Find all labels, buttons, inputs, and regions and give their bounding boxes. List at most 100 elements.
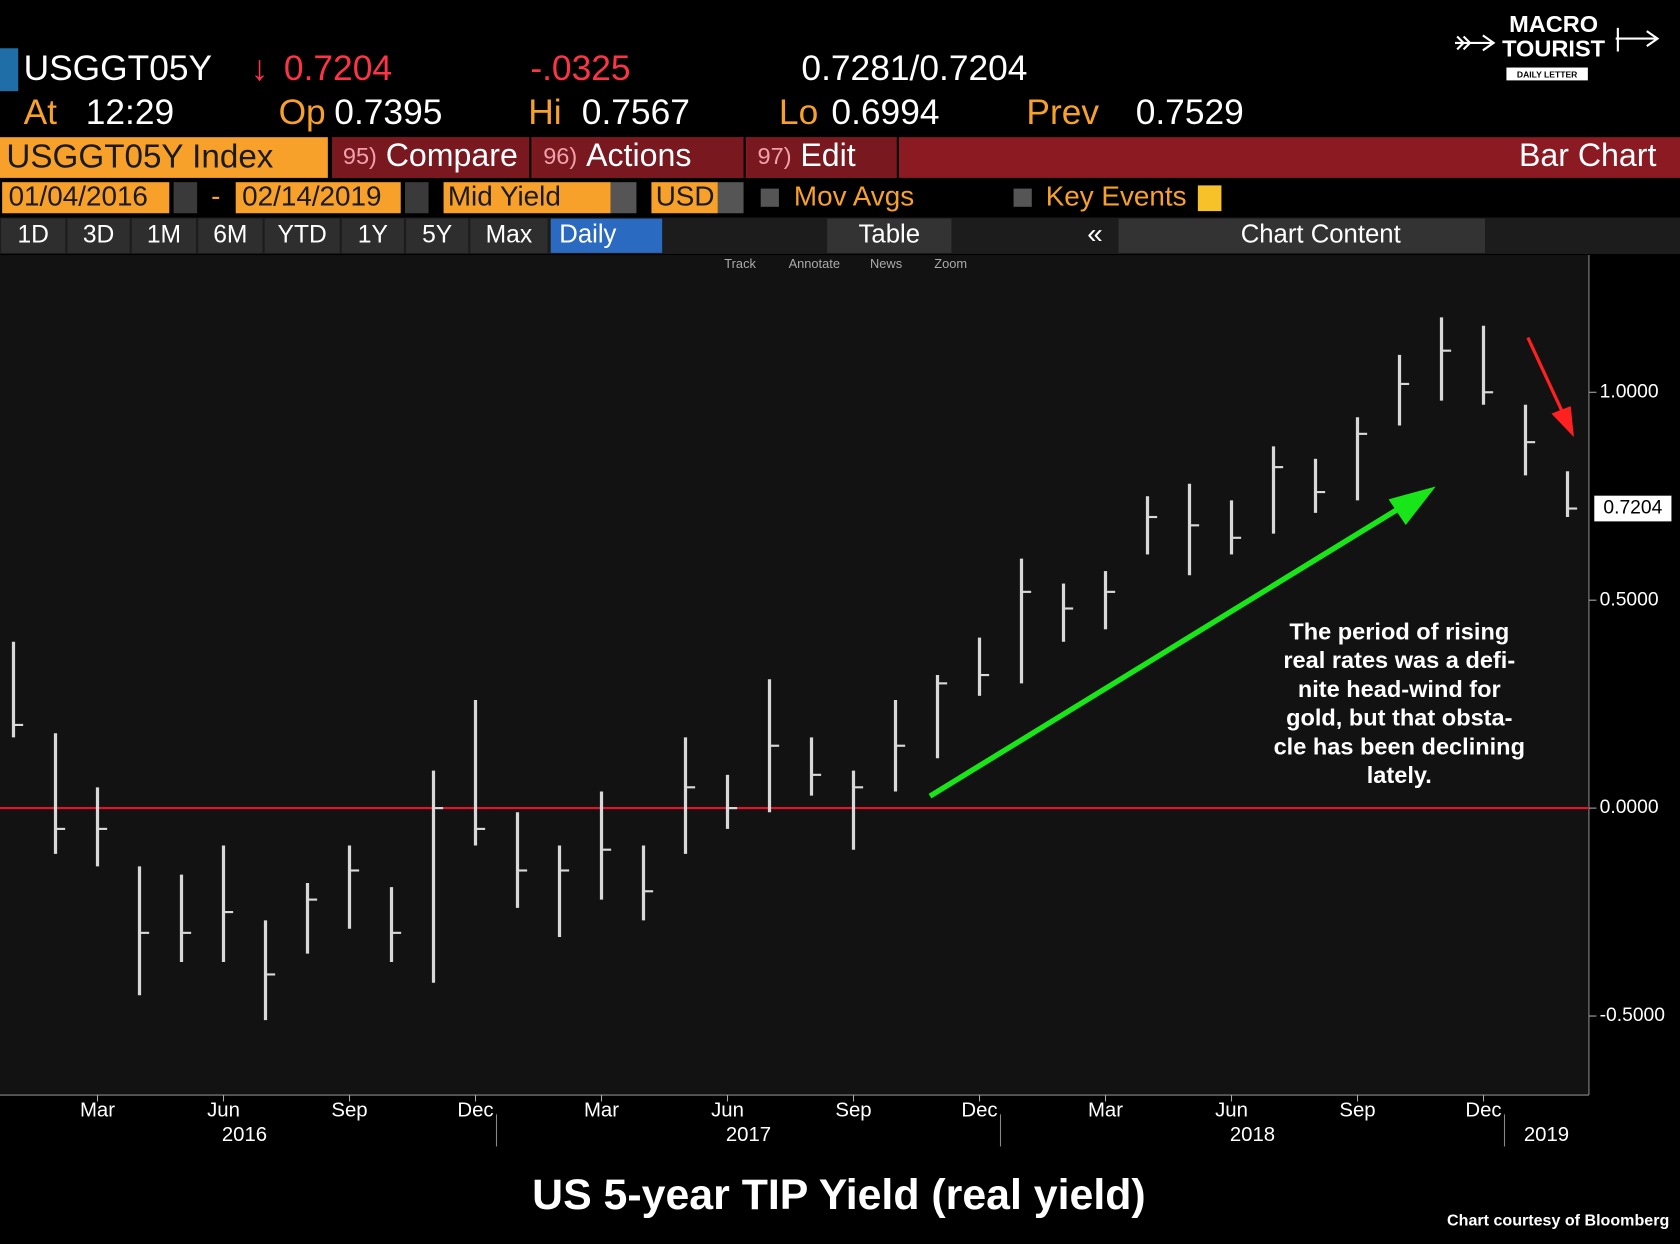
collapse-icon[interactable]: « [1087,218,1103,249]
year-label: 2018 [1230,1124,1275,1146]
y-tick-label: 1.0000 [1600,381,1659,402]
dropdown[interactable] [610,182,637,214]
prev: 0.7529 [1136,93,1244,132]
frequency: Daily [559,221,616,249]
annotation: real rates was a defi- [1283,647,1515,673]
frequency-button[interactable] [550,218,663,253]
button-label: Edit [800,137,855,173]
period: 3D [83,221,114,248]
logo-text: MACRO [1509,11,1598,37]
checkbox[interactable] [760,188,779,207]
x-tick-label: Sep [1339,1099,1375,1121]
time: 12:29 [86,93,174,132]
label: Hi [528,93,561,132]
period: 1D [17,221,48,248]
x-tick-label: Sep [835,1099,871,1121]
subtool[interactable]: News [870,256,902,271]
x-tick-label: Mar [584,1099,619,1121]
x-tick-label: Jun [711,1099,744,1121]
chart-kind: Bar Chart [1519,137,1657,173]
marker [0,48,19,92]
open: 0.7395 [334,93,442,132]
logo: MACRO TOURIST DAILY LETTER [1455,11,1660,81]
x-tick-label: Mar [1088,1099,1123,1121]
security-box[interactable] [0,137,328,178]
period: 5Y [422,221,452,248]
annotation: nite head-wind for [1298,676,1501,702]
button-label: Compare [386,137,518,173]
button-label: Actions [586,137,691,173]
mov-avgs: Mov Avgs [794,181,914,212]
menu-button[interactable] [532,137,745,178]
key-events: Key Events [1046,181,1187,212]
annotation: lately. [1367,762,1432,788]
period-button[interactable] [1,218,66,253]
subtool[interactable]: Annotate [789,256,840,271]
menu-button[interactable] [746,137,898,178]
period: 1Y [358,221,388,248]
menu-button[interactable] [332,137,531,178]
dropdown[interactable] [717,182,744,214]
change: -.0325 [530,49,630,88]
period-button[interactable] [341,218,404,253]
calendar[interactable] [173,182,198,214]
currency-box[interactable] [651,182,718,214]
info-icon[interactable] [1197,185,1222,212]
y-tick-label: 0.0000 [1600,797,1659,818]
date-box[interactable] [2,182,170,214]
annotation: gold, but that obsta- [1286,705,1512,731]
label: Op [279,93,326,132]
period: 1M [147,221,181,248]
table-button[interactable] [827,218,952,253]
end-date: 02/14/2019 [242,181,381,212]
period-button[interactable] [406,218,469,253]
annotation: cle has been declining [1274,733,1525,759]
credit: Chart courtesy of Bloomberg [1447,1212,1669,1230]
logo-text: DAILY LETTER [1517,69,1578,79]
dash: - [211,181,220,212]
price: 0.7204 [284,49,392,88]
field-box[interactable] [443,182,611,214]
start-date: 01/04/2016 [9,181,148,212]
x-tick-label: Dec [961,1099,997,1121]
field: Mid Yield [448,181,561,212]
period-button[interactable] [264,218,340,253]
year-label: 2019 [1524,1124,1569,1146]
label: Lo [779,93,818,132]
period-button[interactable] [470,218,548,253]
period: Max [486,221,533,248]
button-number: 95) [343,143,377,169]
last-value: 0.7204 [1603,498,1662,519]
high: 0.7567 [582,93,690,132]
table: Table [859,221,920,249]
date-box[interactable] [235,182,401,214]
x-tick-label: Dec [1465,1099,1501,1121]
label: Prev [1026,93,1099,132]
period: 6M [213,221,247,248]
period: YTD [278,221,327,248]
bid-ask: 0.7281/0.7204 [801,49,1027,88]
x-tick-label: Sep [331,1099,367,1121]
chart-content: Chart Content [1241,221,1401,249]
period-button[interactable] [198,218,263,253]
period-button[interactable] [67,218,130,253]
year-label: 2017 [726,1124,771,1146]
chart-content-button[interactable] [1118,218,1485,253]
y-tick-label: -0.5000 [1600,1005,1665,1026]
button-number: 96) [543,143,577,169]
x-tick-label: Mar [80,1099,115,1121]
button-number: 97) [758,143,792,169]
calendar[interactable] [405,182,429,214]
period-button[interactable] [131,218,197,253]
security: USGGT05Y Index [6,138,273,175]
low: 0.6994 [831,93,939,132]
subtool[interactable]: Track [724,256,756,271]
last-value-tag [1594,495,1672,522]
subtool[interactable]: Zoom [934,256,967,271]
checkbox[interactable] [1013,188,1032,207]
chart-title: US 5-year TIP Yield (real yield) [532,1171,1146,1219]
ticker: USGGT05Y [24,49,213,88]
label: At [24,93,58,132]
x-tick-label: Jun [1215,1099,1248,1121]
